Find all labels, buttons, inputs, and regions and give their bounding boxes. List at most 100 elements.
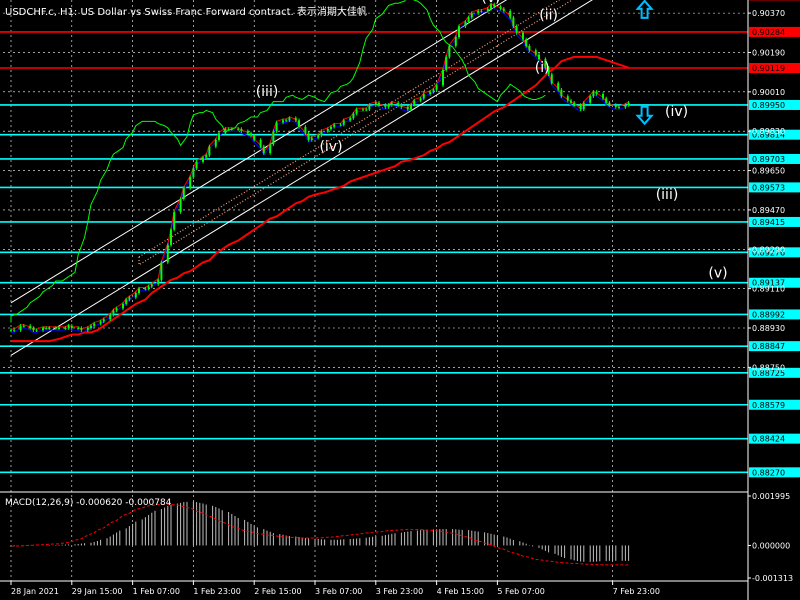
candle-body bbox=[115, 308, 118, 311]
candle-body bbox=[413, 100, 416, 105]
candle-body bbox=[397, 102, 400, 105]
cyan-level-tag bbox=[749, 277, 800, 288]
red-level-label: 0.90284 bbox=[752, 28, 785, 37]
candle-body bbox=[246, 131, 249, 134]
candle-body bbox=[13, 330, 16, 332]
candle-body bbox=[509, 10, 512, 18]
candle-body bbox=[48, 328, 51, 329]
cyan-level-label: 0.89703 bbox=[752, 155, 785, 164]
candle-body bbox=[387, 104, 390, 108]
candle-body bbox=[448, 45, 451, 57]
candle-body bbox=[490, 4, 492, 9]
candle-body bbox=[627, 102, 630, 105]
candle-body bbox=[579, 104, 582, 110]
candle-body bbox=[624, 104, 627, 108]
candle-body bbox=[195, 161, 198, 169]
wave-label: (ii) bbox=[539, 8, 558, 24]
time-tick-label: 1 Feb 23:00 bbox=[193, 587, 240, 596]
candle-body bbox=[515, 26, 518, 33]
chart-header: USDCHF.c, H1: US Dollar vs Swiss Franc F… bbox=[5, 7, 367, 18]
cyan-level-label: 0.89573 bbox=[752, 183, 785, 192]
channel-upper-line[interactable] bbox=[10, 0, 629, 304]
cloud-band bbox=[138, 0, 574, 266]
candle-body bbox=[384, 104, 387, 108]
cyan-level-tag bbox=[749, 367, 800, 378]
price-tick-label: 0.89470 bbox=[752, 206, 785, 215]
macd-signal-line bbox=[11, 503, 629, 566]
candle-body bbox=[70, 325, 73, 328]
candle-body bbox=[150, 284, 153, 287]
candle-body bbox=[32, 328, 35, 331]
up-arrow-icon bbox=[635, 0, 654, 19]
candle-body bbox=[486, 8, 489, 11]
candle-body bbox=[67, 325, 70, 328]
candle-body bbox=[166, 244, 169, 263]
time-tick-label: 29 Jan 15:00 bbox=[72, 587, 123, 596]
candle-body bbox=[378, 102, 380, 105]
cyan-level-tag bbox=[749, 247, 800, 258]
candle-body bbox=[250, 133, 252, 136]
time-tick-label: 1 Feb 07:00 bbox=[133, 587, 180, 596]
red-level-label: 0.90119 bbox=[752, 64, 785, 73]
candle-body bbox=[477, 10, 480, 14]
candle-body bbox=[173, 212, 176, 230]
candle-body bbox=[595, 91, 598, 95]
price-tick-label: 0.90370 bbox=[752, 9, 785, 18]
candle-body bbox=[192, 168, 195, 178]
candle-body bbox=[589, 96, 592, 103]
candle-body bbox=[224, 129, 227, 134]
candle-body bbox=[214, 139, 217, 147]
cyan-level-tag bbox=[749, 99, 800, 110]
candle-body bbox=[237, 129, 240, 131]
cyan-level-label: 0.89415 bbox=[752, 218, 785, 227]
candle-body bbox=[58, 328, 60, 329]
candle-body bbox=[269, 144, 272, 154]
candle-body bbox=[435, 85, 438, 90]
candle-body bbox=[605, 98, 608, 103]
cyan-level-tag bbox=[749, 467, 800, 478]
time-tick-label: 4 Feb 15:00 bbox=[437, 587, 484, 596]
cyan-level-tag bbox=[749, 399, 800, 410]
candle-body bbox=[310, 137, 313, 140]
wave-label: (v) bbox=[481, 0, 500, 6]
candle-body bbox=[307, 133, 310, 140]
candle-body bbox=[262, 146, 265, 154]
candle-body bbox=[282, 120, 284, 123]
ichimoku-cloud bbox=[138, 0, 574, 266]
candle-body bbox=[582, 102, 585, 110]
price-grid bbox=[3, 0, 748, 581]
candle-body bbox=[342, 120, 345, 125]
price-tick-label: 0.89650 bbox=[752, 167, 785, 176]
candle-body bbox=[566, 96, 569, 101]
candle-body bbox=[333, 124, 336, 127]
time-tick-label: 28 Jan 2021 bbox=[11, 587, 59, 596]
price-tick-label: 0.88750 bbox=[752, 363, 785, 372]
cyan-level-tag bbox=[749, 129, 800, 140]
candle-body bbox=[365, 109, 368, 111]
candle-body bbox=[374, 102, 377, 105]
wave-label: (iii) bbox=[656, 187, 679, 203]
candle-body bbox=[352, 113, 355, 119]
candle-body bbox=[499, 6, 502, 9]
candle-body bbox=[179, 198, 182, 213]
candle-body bbox=[528, 45, 531, 51]
cyan-level-label: 0.88424 bbox=[752, 435, 785, 444]
candle-body bbox=[522, 32, 524, 40]
level-lines: 0.909150.907510.905840.904510.902840.901… bbox=[0, 0, 800, 478]
candle-body bbox=[480, 10, 483, 12]
time-tick-label: 7 Feb 23:00 bbox=[613, 587, 660, 596]
candle-body bbox=[272, 131, 275, 145]
wave-label: (v) bbox=[708, 266, 727, 282]
candle-body bbox=[253, 135, 256, 140]
price-tick-label: 0.88930 bbox=[752, 324, 785, 333]
macd-tick-label: 0.001995 bbox=[752, 492, 790, 501]
candle-body bbox=[202, 157, 204, 162]
candle-body bbox=[525, 39, 528, 46]
cyan-level-label: 0.89950 bbox=[752, 101, 785, 110]
candle-body bbox=[608, 102, 611, 105]
candle-body bbox=[547, 67, 550, 75]
candle-body bbox=[19, 325, 22, 331]
candle-body bbox=[35, 330, 38, 332]
